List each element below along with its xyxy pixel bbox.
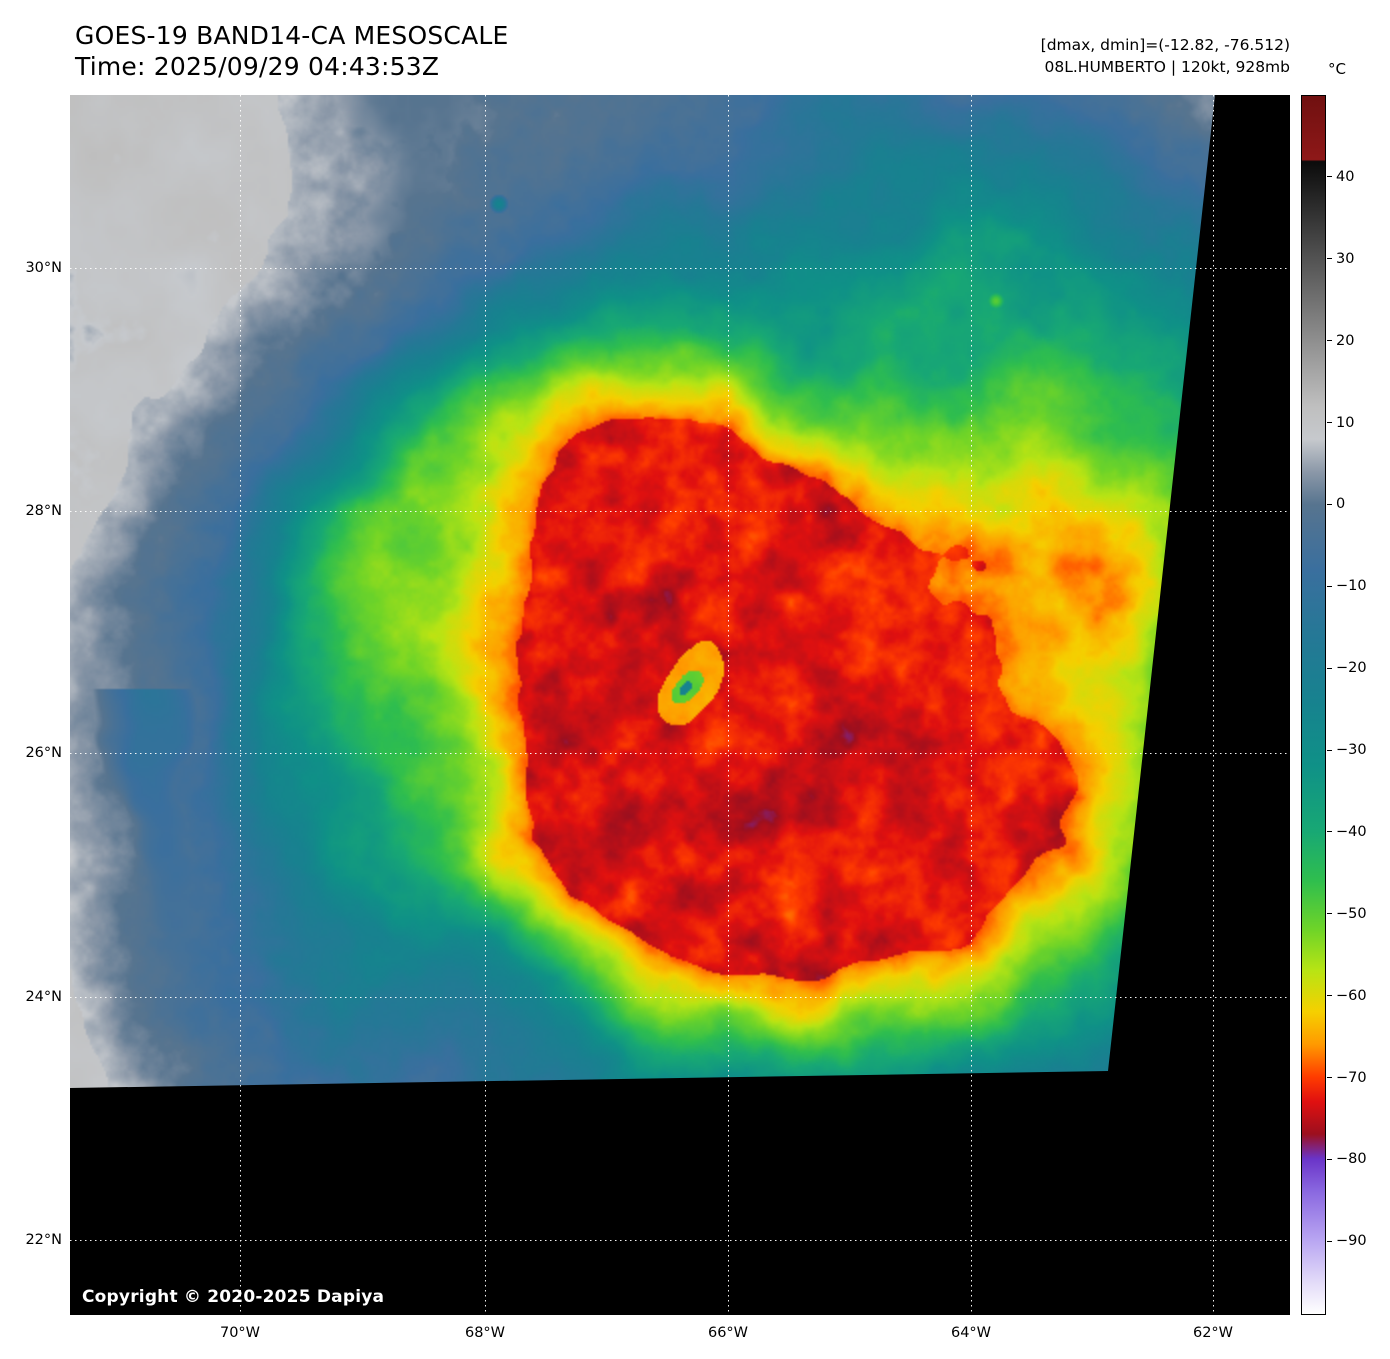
- info-block: [dmax, dmin]=(-12.82, -76.512) 08L.HUMBE…: [1041, 34, 1290, 78]
- colorbar-tick-label: −60: [1336, 987, 1367, 1004]
- lon-label: 70°W: [219, 1325, 261, 1341]
- storm-label: 08L.HUMBERTO | 120kt, 928mb: [1044, 58, 1291, 76]
- colorbar-tick-label: −80: [1336, 1151, 1367, 1168]
- colorbar-tick: [1327, 422, 1332, 424]
- time-label: Time: 2025/09/29 04:43:53Z: [75, 52, 440, 81]
- lat-label: 26°N: [25, 745, 62, 761]
- colorbar-tick: [1327, 749, 1332, 751]
- colorbar-tick-label: −10: [1336, 578, 1367, 595]
- colorbar-tick: [1327, 1240, 1332, 1242]
- colorbar-tick-label: −70: [1336, 1069, 1367, 1086]
- colorbar-tick-label: −40: [1336, 823, 1367, 840]
- colorbar-tick-label: −90: [1336, 1233, 1367, 1250]
- swath-mask: [70, 95, 1290, 1315]
- colorbar-tick: [1327, 176, 1332, 178]
- no-data-region: [70, 95, 1290, 1315]
- colorbar: [1301, 95, 1326, 1315]
- colorbar-tick: [1327, 1077, 1332, 1079]
- colorbar-tick: [1327, 585, 1332, 587]
- colorbar-tick-label: 10: [1336, 414, 1355, 431]
- colorbar-tick: [1327, 503, 1332, 505]
- lat-label: 28°N: [25, 503, 62, 519]
- colorbar-tick: [1327, 667, 1332, 669]
- colorbar-tick: [1327, 913, 1332, 915]
- lon-label: 66°W: [707, 1325, 749, 1341]
- lon-label: 68°W: [464, 1325, 506, 1341]
- lat-label: 22°N: [25, 1232, 62, 1248]
- lon-label: 62°W: [1192, 1325, 1234, 1341]
- colorbar-tick-label: −50: [1336, 905, 1367, 922]
- colorbar-tick: [1327, 831, 1332, 833]
- lon-label: 64°W: [950, 1325, 992, 1341]
- colorbar-tick-label: 40: [1336, 168, 1355, 185]
- colorbar-tick: [1327, 995, 1332, 997]
- colorbar-tick: [1327, 340, 1332, 342]
- colorbar-tick-label: 30: [1336, 250, 1355, 267]
- dminmax-label: [dmax, dmin]=(-12.82, -76.512): [1040, 36, 1290, 54]
- colorbar-tick-label: −20: [1336, 660, 1367, 677]
- lat-label: 30°N: [25, 260, 62, 276]
- title-block: GOES-19 BAND14-CA MESOSCALE Time: 2025/0…: [75, 20, 509, 82]
- colorbar-unit-label: °C: [1328, 60, 1346, 78]
- colorbar-tick-label: 20: [1336, 332, 1355, 349]
- colorbar-tick: [1327, 1158, 1332, 1160]
- colorbar-tick: [1327, 258, 1332, 260]
- colorbar-tick-label: 0: [1336, 496, 1346, 513]
- map-area: Copyright © 2020-2025 Dapiya: [70, 95, 1290, 1315]
- lat-label: 24°N: [25, 989, 62, 1005]
- colorbar-tick-label: −30: [1336, 742, 1367, 759]
- product-title: GOES-19 BAND14-CA MESOSCALE: [75, 21, 509, 50]
- copyright-label: Copyright © 2020-2025 Dapiya: [82, 1287, 385, 1307]
